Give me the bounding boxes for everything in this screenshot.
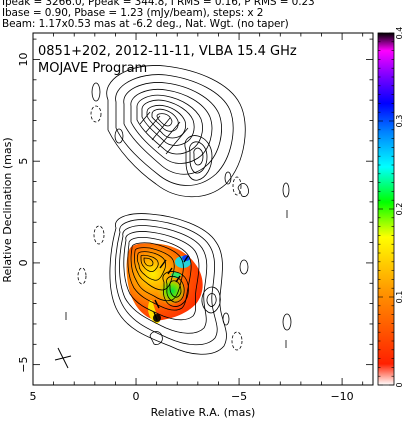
x-tick-label: 5 [30, 390, 37, 403]
y-tick-label: 10 [17, 52, 30, 66]
header-line-3: Beam: 1.17x0.53 mas at -6.2 deg., Nat. W… [2, 18, 289, 30]
colorbar-tick-label: 0.2 [395, 203, 404, 216]
colorbar-ticks: 0 0.1 0.2 0.3 0.4 [378, 27, 404, 388]
header-line-1: Ipeak = 3266.0, Ppeak = 344.8, I RMS = 0… [2, 0, 315, 8]
y-axis-title: Relative Declination (mas) [1, 137, 14, 282]
x-tick-label: −5 [231, 390, 247, 403]
beam-marker [54, 347, 72, 369]
evpa-vectors [153, 255, 189, 321]
header-line-2: Ibase = 0.90, Pbase = 1.23 (mJy/beam), s… [2, 7, 264, 19]
x-tick-label: −10 [330, 390, 353, 403]
plot-frame [32, 32, 374, 386]
colorbar-tick-label: 0.3 [395, 115, 404, 128]
colorbar-tick-label: 0.1 [395, 291, 404, 304]
x-axis-ticks: 5 0 −5 −10 [30, 33, 364, 403]
x-axis-title: Relative R.A. (mas) [151, 406, 256, 419]
y-tick-label: −5 [17, 357, 30, 373]
north-contours [91, 65, 249, 198]
core-contours [65, 182, 292, 355]
y-tick-label: 5 [17, 158, 30, 165]
y-tick-label: 0 [17, 259, 30, 266]
map-content [54, 65, 292, 369]
map-subtitle: MOJAVE Program [38, 61, 147, 76]
x-tick-label: 0 [133, 390, 140, 403]
map-title: 0851+202, 2012-11-11, VLBA 15.4 GHz [38, 44, 297, 59]
y-axis-ticks: −5 0 5 10 [17, 38, 373, 386]
colorbar-tick-label: 0 [395, 382, 404, 387]
colorbar-tick-label: 0.4 [395, 27, 404, 40]
negative-contours [77, 105, 243, 351]
